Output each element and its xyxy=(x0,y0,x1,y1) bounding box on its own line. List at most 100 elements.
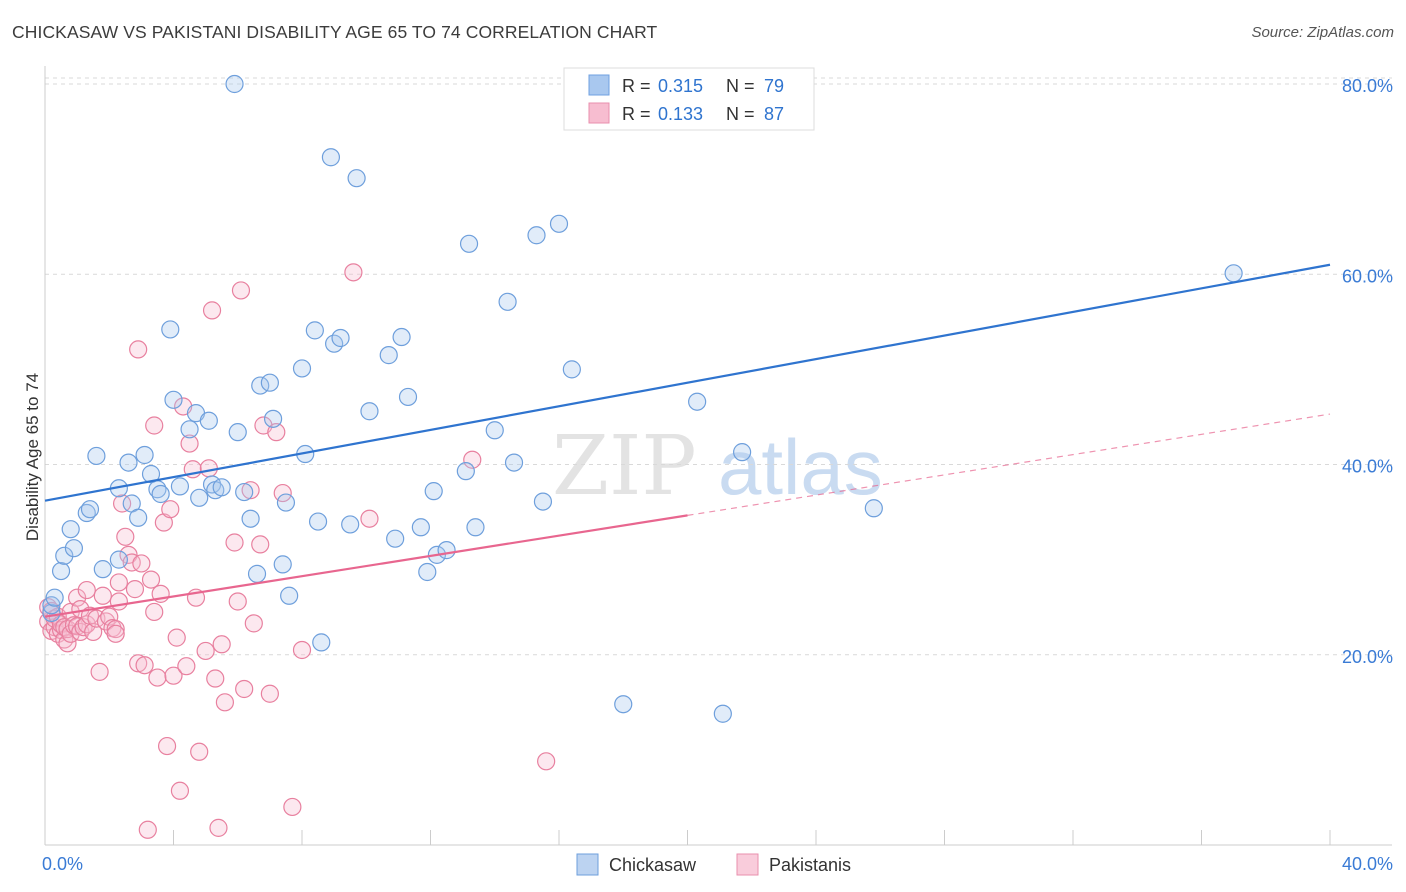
point-chickasaw-74 xyxy=(713,704,732,723)
point-chickasaw-12 xyxy=(109,550,128,569)
point-chickasaw-69 xyxy=(549,214,569,233)
point-pakistani-61 xyxy=(202,301,222,320)
point-pakistani-35 xyxy=(112,494,132,513)
point-pakistani-34 xyxy=(109,573,128,592)
source-label: Source: ZipAtlas.com xyxy=(1251,24,1394,41)
point-pakistani-45 xyxy=(148,668,167,687)
legend-n-value-chickasaw: 79 xyxy=(764,76,784,96)
point-pakistani-64 xyxy=(212,635,231,654)
point-chickasaw-73 xyxy=(688,392,707,411)
point-pakistani-78 xyxy=(292,640,312,660)
stats-legend: R = 0.315 N = 79 R = 0.133 N = 87 xyxy=(563,67,815,131)
point-chickasaw-3 xyxy=(51,561,71,581)
point-chickasaw-43 xyxy=(305,321,324,340)
point-pakistani-68 xyxy=(231,281,251,300)
bottom-legend-label-chickasaw: Chickasaw xyxy=(609,855,697,875)
point-pakistani-40 xyxy=(129,654,148,673)
point-chickasaw-4 xyxy=(55,546,74,565)
point-pakistani-44 xyxy=(145,602,164,622)
point-chickasaw-44 xyxy=(308,512,328,531)
point-pakistani-54 xyxy=(177,657,196,676)
series-legend: Chickasaw Pakistanis xyxy=(576,853,851,876)
point-chickasaw-52 xyxy=(379,346,398,365)
point-chickasaw-56 xyxy=(411,518,430,537)
point-pakistani-17 xyxy=(68,588,87,607)
point-pakistani-12 xyxy=(58,634,77,653)
watermark: ZIP atlas xyxy=(552,419,883,514)
chart-title: CHICKASAW VS PAKISTANI DISABILITY AGE 65… xyxy=(12,22,658,42)
legend-swatch-pakistani xyxy=(588,102,610,124)
x-tick-label-max: 40.0% xyxy=(1342,854,1393,874)
point-chickasaw-29 xyxy=(212,478,231,497)
point-pakistani-81 xyxy=(463,450,482,469)
point-pakistani-55 xyxy=(180,434,199,453)
bottom-legend-swatch-chickasaw xyxy=(576,853,599,876)
point-chickasaw-51 xyxy=(360,402,379,421)
point-pakistani-21 xyxy=(74,618,93,637)
point-chickasaw-77 xyxy=(864,499,883,518)
point-chickasaw-78 xyxy=(1224,264,1243,283)
trend-lines xyxy=(44,263,1331,618)
point-chickasaw-33 xyxy=(241,509,260,528)
point-chickasaw-22 xyxy=(170,477,190,496)
y-tick-label-20: 20.0% xyxy=(1342,647,1393,667)
point-chickasaw-65 xyxy=(498,292,517,311)
point-chickasaw-70 xyxy=(562,360,581,379)
point-chickasaw-55 xyxy=(398,387,418,407)
point-pakistani-71 xyxy=(244,614,263,633)
point-chickasaw-19 xyxy=(151,484,170,504)
point-pakistani-49 xyxy=(161,500,180,519)
point-pakistani-52 xyxy=(170,781,190,800)
point-chickasaw-45 xyxy=(312,633,331,652)
point-chickasaw-17 xyxy=(141,464,161,484)
point-chickasaw-53 xyxy=(386,529,405,548)
bottom-legend-label-pakistani: Pakistanis xyxy=(769,855,851,875)
y-tick-label-40: 40.0% xyxy=(1342,457,1393,477)
trend-line-pakistani xyxy=(44,514,688,618)
point-chickasaw-49 xyxy=(341,515,360,534)
point-pakistani-41 xyxy=(132,554,151,573)
watermark-atlas: atlas xyxy=(718,423,883,511)
x-tick-label-min: 0.0% xyxy=(42,854,83,874)
point-pakistani-86 xyxy=(145,416,164,435)
point-chickasaw-8 xyxy=(80,500,100,519)
point-pakistani-23 xyxy=(77,580,96,600)
point-pakistani-75 xyxy=(267,423,286,442)
point-pakistani-82 xyxy=(537,752,556,771)
point-chickasaw-66 xyxy=(504,453,524,472)
point-chickasaw-20 xyxy=(161,320,180,339)
legend-r-value-chickasaw: 0.315 xyxy=(658,76,703,96)
point-pakistani-32 xyxy=(106,619,125,639)
point-pakistani-76 xyxy=(273,483,292,503)
point-pakistani-48 xyxy=(157,736,177,756)
point-chickasaw-37 xyxy=(263,409,283,428)
point-pakistani-77 xyxy=(283,797,302,817)
point-chickasaw-32 xyxy=(235,482,254,502)
legend-n-label-2: N = xyxy=(726,104,755,124)
point-chickasaw-50 xyxy=(347,169,366,188)
point-pakistani-79 xyxy=(344,263,363,282)
legend-r-label-2: R = xyxy=(622,104,651,124)
point-chickasaw-23 xyxy=(180,420,199,439)
point-pakistani-74 xyxy=(260,684,279,703)
point-pakistani-83 xyxy=(106,624,125,643)
point-chickasaw-36 xyxy=(260,373,279,392)
point-pakistani-66 xyxy=(225,533,244,552)
point-chickasaw-26 xyxy=(199,411,218,430)
point-pakistani-60 xyxy=(199,459,218,478)
point-chickasaw-40 xyxy=(280,586,299,605)
point-pakistani-43 xyxy=(141,570,161,589)
point-chickasaw-39 xyxy=(276,493,296,512)
point-chickasaw-9 xyxy=(87,446,106,466)
point-chickasaw-6 xyxy=(64,539,84,558)
point-chickasaw-41 xyxy=(292,359,312,378)
point-chickasaw-16 xyxy=(135,445,154,465)
point-chickasaw-72 xyxy=(614,695,633,714)
point-chickasaw-31 xyxy=(228,423,247,442)
point-chickasaw-54 xyxy=(392,327,411,347)
point-chickasaw-5 xyxy=(61,520,80,539)
point-pakistani-50 xyxy=(164,666,183,685)
legend-swatch-chickasaw xyxy=(588,74,610,96)
point-pakistani-28 xyxy=(93,586,112,605)
